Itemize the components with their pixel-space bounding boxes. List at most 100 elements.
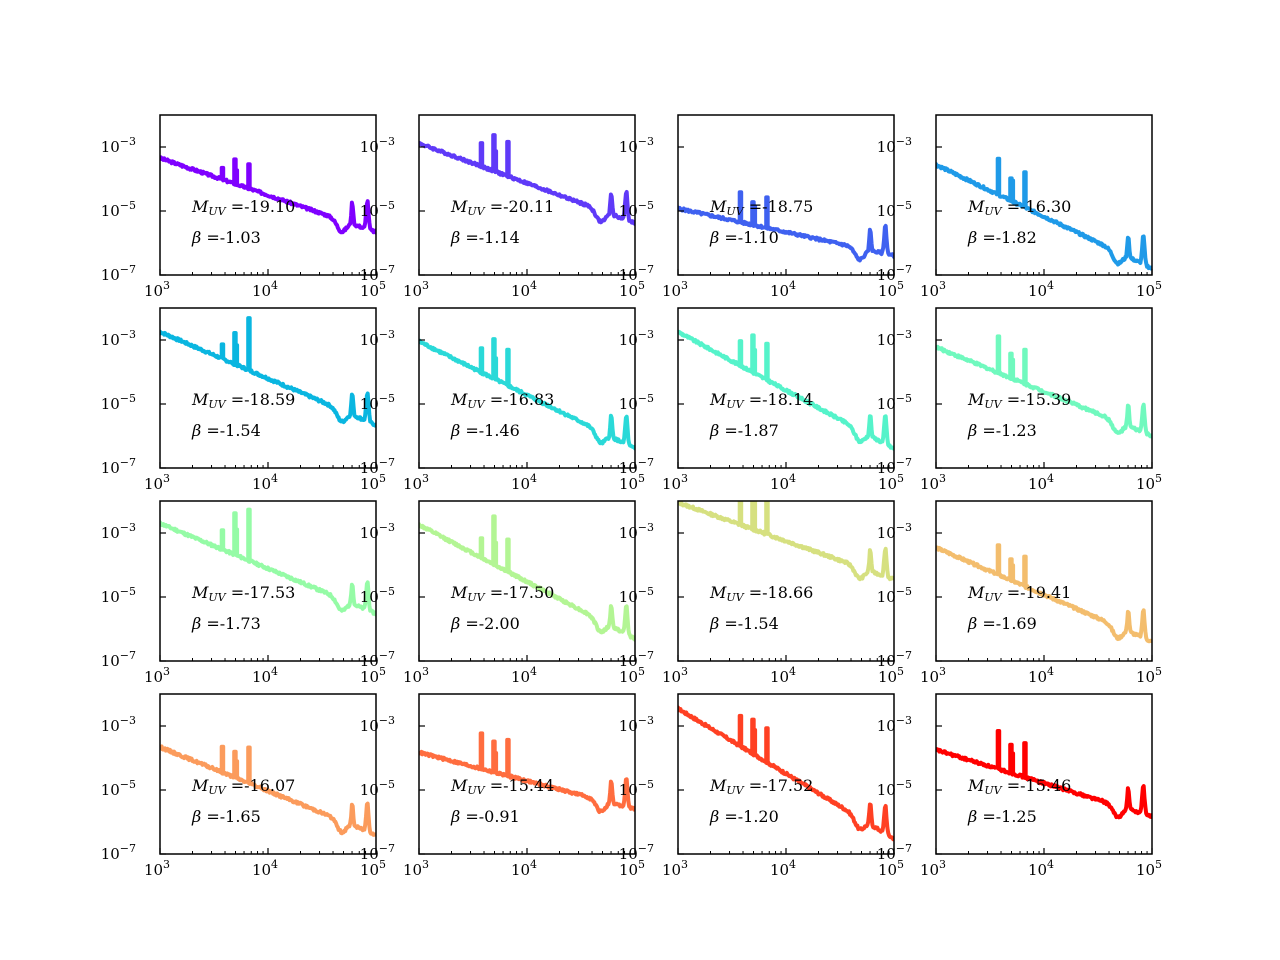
y-tick-label: 10−3 (619, 521, 654, 542)
spectrum-line (936, 334, 1152, 439)
axes-frame (677, 500, 895, 662)
y-tick-label: 10−7 (360, 649, 395, 670)
muv-annotation: MUV =-18.14 (709, 390, 813, 411)
spectrum-line (419, 731, 635, 814)
x-tick-label: 103 (920, 858, 946, 879)
y-tick-label: 10−3 (360, 328, 395, 349)
y-tick-label: 10−3 (877, 135, 912, 156)
y-tick-label: 10−5 (877, 585, 912, 606)
y-tick-label: 10−3 (619, 135, 654, 156)
panel: 103 104 105 10−7 10−5 10−3 MUV =-16.30 β =-1.82 (877, 114, 1162, 300)
axes-frame (935, 307, 1153, 469)
spectrum-line (678, 329, 894, 451)
spectrum-line (936, 543, 1152, 644)
y-tick-label: 10−5 (877, 199, 912, 220)
x-tick-label: 104 (252, 665, 278, 686)
spectrum-line (419, 133, 635, 226)
x-tick-label: 104 (511, 665, 537, 686)
y-tick-label: 10−7 (101, 456, 136, 477)
x-tick-label: 103 (662, 279, 688, 300)
x-tick-label: 104 (1028, 665, 1054, 686)
x-tick-label: 104 (1028, 279, 1054, 300)
y-tick-label: 10−7 (101, 263, 136, 284)
beta-annotation: β =-0.91 (450, 807, 520, 826)
spectrum-line (678, 501, 894, 582)
beta-annotation: β =-1.69 (967, 614, 1037, 633)
muv-annotation: MUV =-17.50 (450, 583, 554, 604)
x-tick-label: 105 (1136, 279, 1162, 300)
x-tick-label: 103 (920, 279, 946, 300)
y-tick-label: 10−5 (101, 585, 136, 606)
y-tick-label: 10−7 (877, 263, 912, 284)
y-tick-label: 10−3 (619, 714, 654, 735)
x-tick-label: 104 (1028, 858, 1054, 879)
spectrum-line (160, 744, 376, 837)
y-tick-label: 10−5 (877, 392, 912, 413)
y-tick-label: 10−3 (877, 328, 912, 349)
muv-annotation: MUV =-16.30 (967, 197, 1071, 218)
spectrum-line (678, 705, 894, 842)
y-tick-label: 10−7 (101, 649, 136, 670)
x-tick-label: 103 (403, 858, 429, 879)
x-tick-label: 103 (144, 472, 170, 493)
y-tick-label: 10−3 (360, 521, 395, 542)
x-tick-label: 104 (770, 472, 796, 493)
muv-annotation: MUV =-16.83 (450, 390, 554, 411)
beta-annotation: β =-1.65 (191, 807, 261, 826)
panel: 103 104 105 10−7 10−5 10−3 MUV =-19.41 β =-1.69 (877, 500, 1162, 686)
muv-annotation: MUV =-18.75 (709, 197, 813, 218)
beta-annotation: β =-2.00 (450, 614, 520, 633)
axes-frame (418, 693, 636, 855)
x-tick-label: 104 (511, 279, 537, 300)
x-tick-label: 103 (662, 858, 688, 879)
y-tick-label: 10−7 (619, 456, 654, 477)
y-tick-label: 10−7 (877, 649, 912, 670)
y-tick-label: 10−5 (619, 199, 654, 220)
x-tick-label: 104 (252, 472, 278, 493)
x-tick-label: 105 (1136, 665, 1162, 686)
y-tick-label: 10−3 (877, 714, 912, 735)
beta-annotation: β =-1.46 (450, 421, 520, 440)
y-tick-label: 10−3 (101, 135, 136, 156)
x-tick-label: 104 (511, 858, 537, 879)
y-tick-label: 10−5 (101, 392, 136, 413)
x-tick-label: 104 (770, 279, 796, 300)
spectrum-line (160, 155, 376, 235)
x-tick-label: 104 (770, 858, 796, 879)
x-tick-label: 103 (662, 665, 688, 686)
y-tick-label: 10−5 (360, 778, 395, 799)
spectrum-line (936, 156, 1152, 271)
beta-annotation: β =-1.25 (967, 807, 1037, 826)
beta-annotation: β =-1.14 (450, 228, 520, 247)
axes-frame (935, 114, 1153, 276)
panel: 103 104 105 10−7 10−5 10−3 MUV =-15.46 β =-1.25 (877, 693, 1162, 879)
x-tick-label: 103 (144, 665, 170, 686)
axes-frame (418, 114, 636, 276)
y-tick-label: 10−3 (360, 714, 395, 735)
axes-frame (935, 693, 1153, 855)
muv-annotation: MUV =-19.10 (191, 197, 295, 218)
y-tick-label: 10−5 (360, 392, 395, 413)
beta-annotation: β =-1.10 (709, 228, 779, 247)
x-tick-label: 103 (144, 858, 170, 879)
y-tick-label: 10−5 (877, 778, 912, 799)
muv-annotation: MUV =-20.11 (450, 197, 554, 218)
x-tick-label: 103 (403, 279, 429, 300)
y-tick-label: 10−5 (619, 392, 654, 413)
y-tick-label: 10−3 (877, 521, 912, 542)
x-tick-label: 105 (1136, 858, 1162, 879)
muv-annotation: MUV =-16.07 (191, 776, 295, 797)
y-tick-label: 10−3 (101, 328, 136, 349)
muv-annotation: MUV =-15.46 (967, 776, 1071, 797)
x-tick-label: 104 (770, 665, 796, 686)
beta-annotation: β =-1.87 (709, 421, 779, 440)
